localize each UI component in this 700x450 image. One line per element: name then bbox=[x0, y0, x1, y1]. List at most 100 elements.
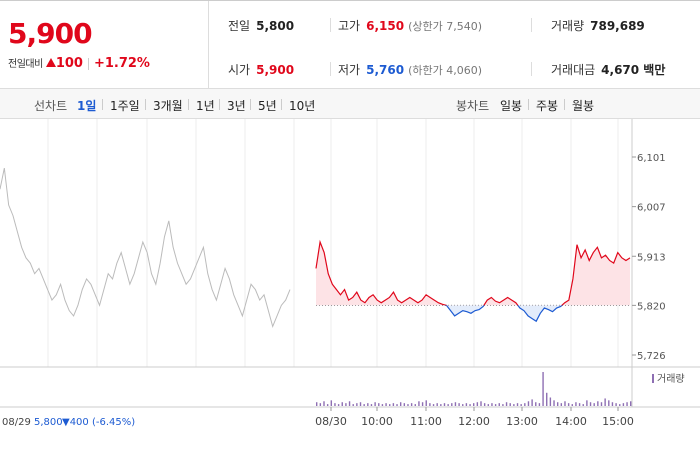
low-value: 5,760 bbox=[366, 63, 405, 77]
volume-bar bbox=[589, 402, 592, 406]
divider bbox=[188, 99, 189, 110]
y-tick-label: 6,101 bbox=[637, 153, 666, 164]
volume-bar bbox=[498, 403, 500, 406]
volume-bar bbox=[370, 404, 373, 406]
upper-limit: (상한가 7,540) bbox=[408, 20, 482, 33]
volume-bar bbox=[535, 402, 537, 406]
volume-bar bbox=[389, 404, 391, 406]
volume-bar bbox=[571, 404, 573, 406]
y-tick-label: 5,913 bbox=[637, 252, 666, 263]
divider bbox=[564, 99, 565, 110]
open-label: 시가 bbox=[228, 63, 251, 77]
divider bbox=[145, 99, 146, 110]
volume-bar bbox=[451, 403, 453, 406]
volume-bar bbox=[440, 404, 442, 406]
trade-amount: 거래대금 4,670 백만 bbox=[551, 61, 665, 78]
divider bbox=[330, 18, 331, 32]
period-10y[interactable]: 10년 bbox=[289, 99, 316, 113]
volume-bar bbox=[524, 403, 526, 406]
x-tick-label: 15:00 bbox=[602, 415, 634, 428]
volume-bar bbox=[520, 404, 522, 406]
low-price: 저가 5,760 (하한가 4,060) bbox=[338, 61, 482, 78]
high-value: 6,150 bbox=[366, 19, 405, 33]
period-1d[interactable]: 1일 bbox=[77, 99, 97, 113]
volume-bar bbox=[483, 403, 486, 406]
divider bbox=[219, 99, 220, 110]
volume-bar bbox=[385, 403, 387, 406]
volume-bar bbox=[476, 402, 479, 406]
current-price: 5,900 bbox=[8, 17, 93, 50]
prev-close: 전일 5,800 bbox=[228, 17, 294, 34]
price-box: 5,900 전일대비 100 +1.72% bbox=[0, 1, 209, 89]
change-label: 전일대비 bbox=[8, 59, 43, 70]
x-tick-label: 10:00 bbox=[361, 415, 393, 428]
volume-bar bbox=[337, 404, 340, 406]
volume-bar bbox=[487, 404, 490, 406]
volume-bar bbox=[410, 403, 413, 406]
x-tick-label: 12:00 bbox=[458, 415, 490, 428]
volume-bar bbox=[396, 404, 398, 406]
volume-bar bbox=[334, 403, 336, 406]
volume-bar bbox=[319, 403, 322, 406]
x-tick-label: 08/30 bbox=[315, 415, 347, 428]
y-tick-label: 5,820 bbox=[637, 301, 666, 312]
prev-day-change: ▼400 (-6.45%) bbox=[62, 417, 135, 428]
volume-bar bbox=[316, 402, 318, 406]
volume-bar bbox=[359, 402, 362, 406]
volume-bar bbox=[597, 401, 599, 406]
period-3m[interactable]: 3개월 bbox=[153, 99, 183, 113]
volume-bar bbox=[326, 404, 329, 406]
candle-daily[interactable]: 일봉 bbox=[500, 99, 523, 113]
volume-bar bbox=[356, 403, 358, 406]
volume-bar bbox=[403, 403, 406, 406]
volume-bar bbox=[399, 402, 402, 406]
volume-bar bbox=[516, 403, 519, 406]
volume: 거래량 789,689 bbox=[551, 17, 645, 34]
line-chart-label: 선차트 bbox=[34, 99, 68, 113]
divider bbox=[87, 58, 89, 70]
x-tick-label: 11:00 bbox=[410, 415, 442, 428]
volume-bar bbox=[509, 403, 511, 406]
open-price: 시가 5,900 bbox=[228, 61, 294, 78]
x-tick-label: 13:00 bbox=[506, 415, 538, 428]
volume-bar bbox=[505, 402, 508, 406]
volume-bar bbox=[425, 400, 427, 406]
divider bbox=[528, 99, 529, 110]
price-chart[interactable]: 6,101 6,007 5,913 5,820 5,726 거래량 08/30 10:00 11… bbox=[0, 119, 700, 450]
period-3y[interactable]: 3년 bbox=[227, 99, 246, 113]
y-tick-label: 6,007 bbox=[637, 203, 666, 214]
divider bbox=[531, 18, 532, 32]
volume-bar bbox=[458, 403, 460, 406]
volume-bar bbox=[330, 400, 333, 406]
volume-bar bbox=[363, 404, 365, 406]
volume-bar bbox=[513, 404, 515, 406]
candle-monthly[interactable]: 월봉 bbox=[572, 99, 595, 113]
prev-day-line bbox=[0, 167, 291, 329]
volume-bar bbox=[345, 403, 347, 406]
volume-bar bbox=[578, 403, 581, 406]
volume-bar bbox=[418, 401, 420, 406]
candle-weekly[interactable]: 주봉 bbox=[536, 99, 559, 113]
volume-bar bbox=[611, 402, 614, 406]
volume-bar bbox=[491, 403, 493, 406]
volume-bar bbox=[630, 401, 632, 406]
change-value: 100 bbox=[55, 56, 83, 71]
volume-bar bbox=[626, 402, 628, 406]
chart-labels: 6,101 6,007 5,913 5,820 5,726 거래량 08/30 10:00 11… bbox=[2, 153, 685, 428]
volume-label: 거래량 bbox=[551, 19, 585, 33]
prev-close-label: 전일 bbox=[228, 19, 251, 33]
volume-bar bbox=[469, 404, 471, 406]
volume-bar bbox=[538, 403, 541, 406]
volume-bar bbox=[429, 403, 431, 406]
volume-bar bbox=[443, 403, 446, 406]
volume-bar bbox=[462, 404, 464, 406]
period-1w[interactable]: 1주일 bbox=[110, 99, 140, 113]
prev-close-value: 5,800 bbox=[256, 19, 295, 33]
prev-day-close: 5,800 bbox=[34, 417, 63, 428]
volume-bar bbox=[341, 402, 343, 406]
period-5y[interactable]: 5년 bbox=[258, 99, 277, 113]
volume-bar bbox=[454, 402, 457, 406]
period-1y[interactable]: 1년 bbox=[196, 99, 215, 113]
volume-bar bbox=[600, 402, 603, 406]
volume-bar bbox=[622, 403, 625, 406]
